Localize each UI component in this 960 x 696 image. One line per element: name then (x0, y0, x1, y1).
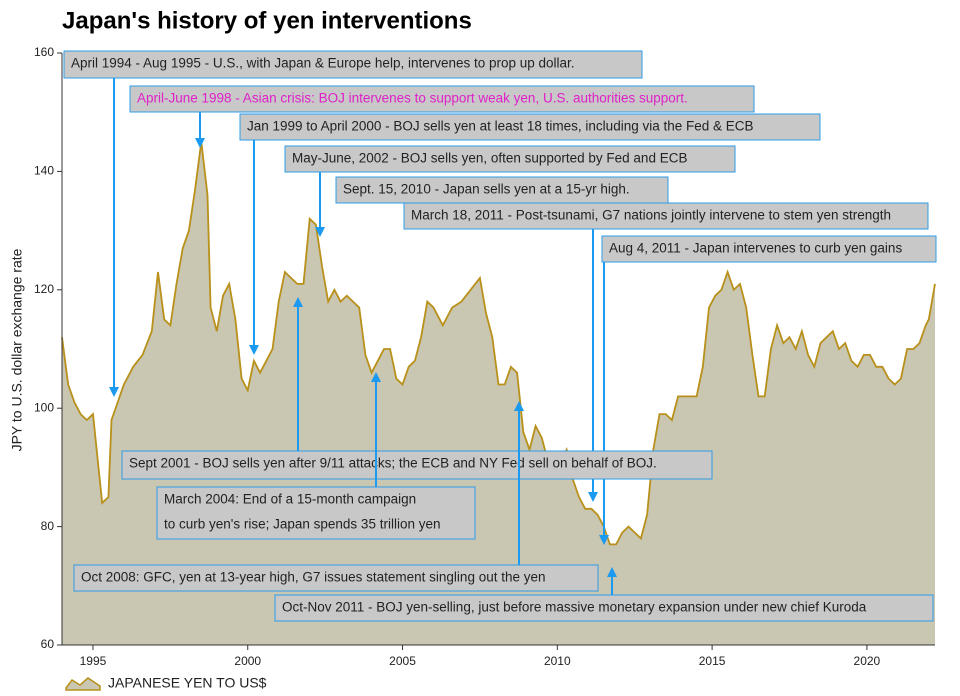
annotation-box (63, 50, 643, 79)
legend-label: JAPANESE YEN TO US$ (108, 675, 267, 691)
y-tick-label: 120 (34, 282, 54, 296)
y-tick-label: 80 (41, 519, 55, 533)
annotation: March 2004: End of a 15-month campaign to… (156, 372, 476, 540)
legend: JAPANESE YEN TO US$ (65, 675, 267, 691)
annotation: April-June 1998 - Asian crisis: BOJ inte… (129, 85, 755, 148)
annotation-text: Jan 1999 to April 2000 - BOJ sells yen a… (247, 119, 754, 134)
annotation-text: April-June 1998 - Asian crisis: BOJ inte… (137, 91, 688, 106)
y-tick-label: 100 (34, 400, 54, 414)
annotation-box (156, 486, 476, 540)
annotation-text: May-June, 2002 - BOJ sells yen, often su… (292, 151, 687, 166)
annotation-text: to curb yen's rise; Japan spends 35 tril… (164, 517, 440, 532)
x-tick-label: 2005 (389, 654, 416, 668)
annotation-box (274, 594, 934, 622)
annotation-box (601, 235, 937, 263)
chart-title: Japan's history of yen interventions (62, 7, 472, 34)
annotation-text: Oct-Nov 2011 - BOJ yen-selling, just bef… (282, 600, 867, 615)
annotation-text: Sept 2001 - BOJ sells yen after 9/11 att… (129, 456, 657, 471)
series-line (61, 141, 936, 546)
annotation: Sept. 15, 2010 - Japan sells yen at a 15… (335, 176, 669, 204)
annotation-text: March 2004: End of a 15-month campaign (164, 492, 416, 507)
annotation-box (403, 202, 929, 230)
y-tick-label: 160 (34, 45, 54, 59)
annotation: Sept 2001 - BOJ sells yen after 9/11 att… (121, 297, 713, 480)
y-axis-label: JPY to U.S. dollar exchange rate (9, 248, 25, 451)
annotation-text: Sept. 15, 2010 - Japan sells yen at a 15… (343, 182, 630, 197)
annotation: March 18, 2011 - Post-tsunami, G7 nation… (403, 202, 929, 502)
annotation-text: March 18, 2011 - Post-tsunami, G7 nation… (411, 208, 891, 223)
annotation-box (239, 113, 821, 141)
annotation-box (129, 85, 755, 113)
annotation-box (73, 564, 599, 592)
annotation: Oct-Nov 2011 - BOJ yen-selling, just bef… (274, 567, 934, 622)
x-tick-label: 2000 (234, 654, 261, 668)
annotation: April 1994 - Aug 1995 - U.S., with Japan… (63, 50, 643, 397)
annotation-box (335, 176, 669, 204)
annotation-text: Aug 4, 2011 - Japan intervenes to curb y… (609, 241, 902, 256)
annotation: May-June, 2002 - BOJ sells yen, often su… (284, 145, 736, 237)
legend-swatch (65, 677, 101, 691)
x-tick-label: 2015 (699, 654, 726, 668)
y-tick-label: 60 (41, 637, 55, 651)
annotation: Aug 4, 2011 - Japan intervenes to curb y… (599, 235, 937, 545)
annotation-text: Oct 2008: GFC, yen at 13-year high, G7 i… (81, 570, 546, 585)
annotation-box (121, 450, 713, 480)
annotation: Oct 2008: GFC, yen at 13-year high, G7 i… (73, 401, 599, 592)
y-tick-label: 140 (34, 164, 54, 178)
annotation-box (284, 145, 736, 173)
x-tick-label: 1995 (80, 654, 107, 668)
x-tick-label: 2020 (854, 654, 881, 668)
annotation: Jan 1999 to April 2000 - BOJ sells yen a… (239, 113, 821, 355)
annotation-text: April 1994 - Aug 1995 - U.S., with Japan… (71, 56, 575, 71)
x-tick-label: 2010 (544, 654, 571, 668)
